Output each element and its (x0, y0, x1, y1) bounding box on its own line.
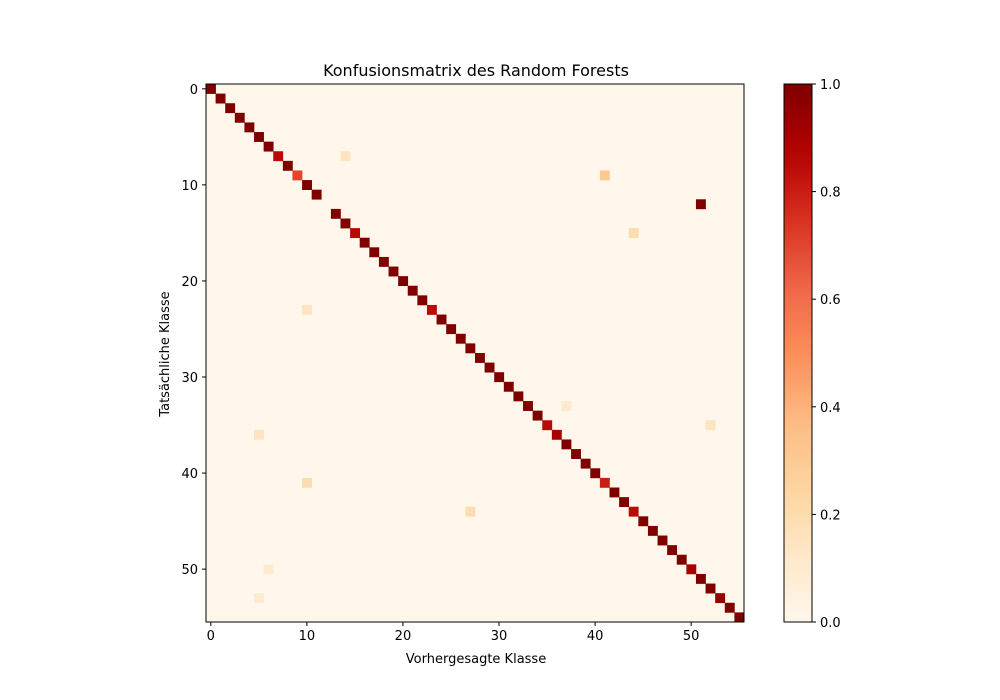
matrix-cell-diagonal (503, 381, 514, 392)
matrix-cell-diagonal (695, 573, 706, 584)
matrix-cell-diagonal (292, 170, 303, 181)
matrix-cell-diagonal (407, 285, 418, 296)
colorbar-gradient (784, 84, 812, 622)
matrix-cell-diagonal (302, 180, 312, 190)
x-tick-label: 20 (395, 629, 412, 644)
matrix-cell-diagonal (551, 429, 562, 440)
matrix-cell-diagonal (599, 477, 610, 488)
matrix-cell-diagonal (513, 391, 524, 402)
matrix-cell-diagonal (455, 333, 466, 344)
y-tick-label: 50 (181, 563, 198, 578)
matrix-cell-diagonal (436, 314, 447, 325)
matrix-cell-diagonal (542, 420, 553, 431)
y-tick-label: 20 (181, 275, 198, 290)
matrix-cell-diagonal (590, 468, 601, 479)
heatmap-frame (205, 83, 745, 623)
matrix-cell-diagonal (263, 141, 274, 152)
matrix-cell-offdiagonal (340, 151, 351, 162)
matrix-cell-diagonal (686, 564, 697, 575)
y-tick-label: 0 (190, 83, 198, 98)
colorbar-tick-label: 1.0 (820, 78, 841, 93)
y-axis-label: Tatsächliche Klasse (158, 291, 173, 417)
y-axis: 0 10 20 30 40 50 (181, 83, 206, 578)
colorbar-tick-label: 0.0 (820, 616, 841, 631)
matrix-cell-diagonal (254, 132, 264, 142)
matrix-cell-diagonal (206, 84, 216, 94)
matrix-cell-diagonal (475, 353, 485, 363)
matrix-cell-diagonal (580, 458, 591, 469)
x-tick-label: 40 (587, 629, 604, 644)
matrix-cell-diagonal (609, 487, 620, 498)
matrix-cell-offdiagonal (302, 477, 312, 488)
y-tick-label: 30 (181, 371, 198, 386)
matrix-cell-diagonal (465, 343, 476, 354)
x-axis: 0 10 20 30 40 50 (207, 622, 700, 644)
matrix-cell-diagonal (426, 304, 437, 315)
matrix-cell-diagonal (705, 583, 716, 594)
matrix-cell-offdiagonal (628, 228, 639, 239)
x-tick-label: 0 (207, 629, 215, 644)
colorbar-tick-label: 0.8 (820, 186, 841, 201)
x-axis-label: Vorhergesagte Klasse (406, 652, 546, 667)
matrix-cell-diagonal (724, 602, 735, 613)
matrix-cell-diagonal (561, 439, 572, 450)
matrix-cell-diagonal (638, 516, 649, 527)
matrix-cell-diagonal (667, 545, 678, 556)
x-tick-label: 30 (491, 629, 508, 644)
colorbar-tick-label: 0.2 (820, 508, 841, 523)
matrix-cell-offdiagonal (465, 506, 476, 517)
matrix-cell-diagonal (628, 506, 639, 517)
matrix-cell-diagonal (330, 208, 341, 219)
y-tick-label: 10 (181, 179, 198, 194)
matrix-cell-diagonal (225, 103, 236, 114)
matrix-cell-diagonal (734, 612, 745, 623)
matrix-cell-diagonal (340, 218, 351, 229)
matrix-cell-diagonal (715, 593, 726, 604)
matrix-cell-diagonal (215, 93, 226, 104)
matrix-cell-offdiagonal (263, 564, 274, 575)
matrix-cell-diagonal (234, 112, 245, 123)
matrix-cell-offdiagonal (561, 401, 572, 411)
colorbar: 0.0 0.2 0.4 0.6 0.8 1.0 (783, 78, 841, 631)
matrix-cell-diagonal (417, 295, 428, 306)
y-tick-label: 40 (181, 467, 198, 482)
matrix-cell-diagonal (282, 160, 293, 171)
matrix-cell-diagonal (388, 266, 399, 277)
matrix-cell-diagonal (494, 372, 505, 383)
matrix-cell-diagonal (369, 247, 380, 258)
colorbar-frame (783, 83, 813, 623)
matrix-cell-diagonal (523, 401, 533, 411)
matrix-cell-diagonal (676, 554, 687, 565)
matrix-cell-diagonal (647, 525, 658, 536)
matrix-cell-diagonal (446, 324, 457, 335)
matrix-cell-offdiagonal (302, 304, 312, 315)
matrix-cell-offdiagonal (254, 593, 264, 604)
matrix-cell-offdiagonal (599, 170, 610, 181)
matrix-cell-diagonal (619, 497, 630, 508)
chart-title: Konfusionsmatrix des Random Forests (323, 61, 629, 80)
matrix-cell-diagonal (571, 449, 581, 459)
matrix-cell-offdiagonal (254, 429, 264, 440)
matrix-cell-diagonal (532, 410, 543, 421)
matrix-cell-diagonal (657, 535, 668, 546)
matrix-cell-diagonal (350, 228, 361, 239)
colorbar-tick-label: 0.6 (820, 293, 841, 308)
matrix-cell-diagonal (311, 189, 322, 200)
matrix-cell-offdiagonal (705, 420, 716, 431)
x-tick-label: 50 (683, 629, 700, 644)
colorbar-tick-label: 0.4 (820, 401, 841, 416)
matrix-cell-offdiagonal (695, 199, 706, 210)
matrix-cell-diagonal (378, 256, 389, 267)
heatmap (205, 83, 745, 623)
matrix-cell-diagonal (273, 151, 284, 162)
matrix-cell-diagonal (359, 237, 370, 248)
x-tick-label: 10 (299, 629, 316, 644)
matrix-cell-diagonal (398, 276, 409, 287)
matrix-cell-diagonal (244, 122, 255, 133)
matrix-cell-diagonal (484, 362, 495, 373)
